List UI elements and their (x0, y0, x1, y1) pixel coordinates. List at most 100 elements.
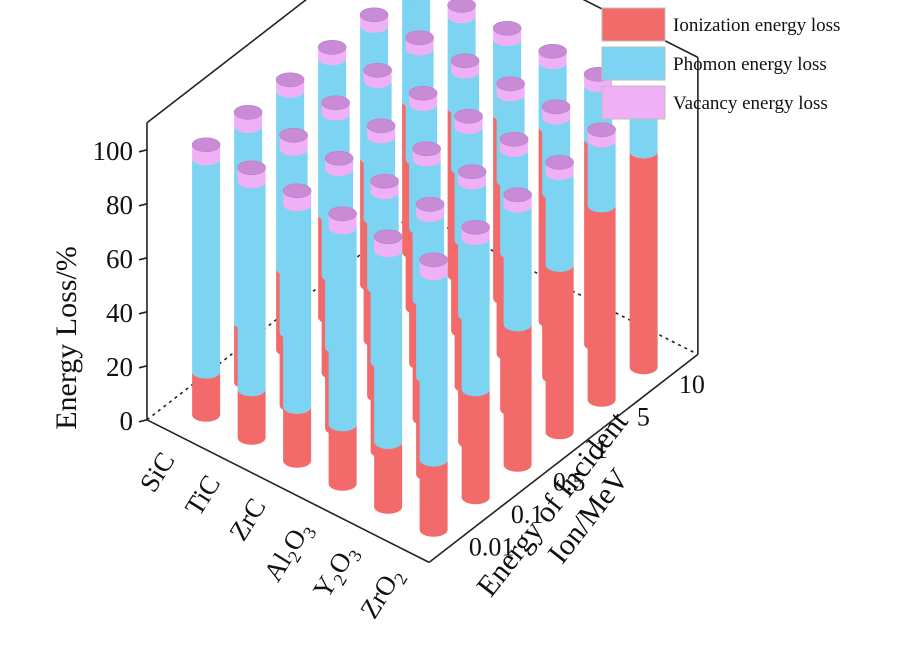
bar-top-cap (282, 183, 312, 199)
bar-segment-vacancy (461, 227, 490, 246)
legend-swatch (601, 46, 666, 81)
bar-segment-phonon (545, 173, 574, 272)
bar-segment-ionization (419, 459, 448, 537)
bar-segment-vacancy (412, 148, 441, 167)
material-label-text: TiC (179, 470, 226, 521)
bar-segment-vacancy (192, 144, 221, 166)
bar-segment-vacancy (276, 79, 305, 98)
bar-segment-phonon (237, 181, 266, 397)
legend: Ionization energy loss Phomon energy loss… (601, 7, 840, 120)
bar-segment-ionization (283, 406, 312, 468)
bar-segment-vacancy (416, 204, 445, 223)
bar-top-cap (279, 127, 308, 143)
bar-top-cap (447, 0, 476, 13)
bar-segment-phonon (328, 227, 357, 432)
bar-top-cap (191, 137, 221, 153)
material-label: Y2O3 (307, 539, 366, 605)
bar-top-cap (317, 39, 347, 55)
bar-top-cap (503, 187, 532, 203)
material-label-text: Al2O3 (257, 516, 320, 589)
y-tick-mark (138, 203, 148, 207)
bar-segment-vacancy (370, 181, 399, 200)
bar-top-cap (412, 141, 441, 157)
bar-segment-vacancy (409, 93, 438, 112)
bar-segment-vacancy (367, 125, 396, 144)
bar-ZrO-0.01 (419, 252, 448, 537)
bar-Al-0.01 (328, 206, 357, 491)
bar-top-cap (275, 72, 305, 88)
material-base: TiC (179, 470, 226, 521)
bar-top-cap (538, 43, 567, 59)
bar-top-cap (499, 131, 529, 147)
legend-swatch (601, 7, 666, 42)
bar-ZrO-1 (545, 154, 574, 440)
material-label: ZrO2 (354, 562, 411, 626)
y-tick-mark (138, 419, 148, 423)
bar-segment-ionization (328, 424, 357, 491)
bar-top-cap (419, 252, 448, 268)
bar-ZrC-0.01 (282, 183, 312, 468)
y-tick-mark (138, 311, 148, 315)
bar-segment-ionization (374, 441, 403, 514)
y-tick-mark (138, 257, 148, 261)
bar-ZrO-0.1 (461, 219, 490, 505)
energy-tick-label: 10 (679, 370, 705, 399)
bar-segment-vacancy (493, 28, 522, 47)
bar-segment-vacancy (363, 70, 392, 89)
top-back-edge (146, 0, 307, 124)
bar-segment-vacancy (321, 102, 350, 121)
bar-segment-ionization (545, 264, 574, 440)
bar-ZrO-10 (629, 89, 658, 375)
bar-top-cap (457, 164, 487, 180)
bar-segment-vacancy (279, 135, 308, 156)
bar-segment-ionization (587, 205, 616, 407)
bar-segment-vacancy (542, 106, 571, 125)
y-tick-label: 0 (119, 406, 133, 436)
material-label-text: SiC (134, 447, 181, 497)
bar-segment-vacancy (360, 14, 389, 33)
material-label-text: ZrO2 (354, 562, 411, 626)
bar-top-cap (496, 76, 525, 92)
y-axis-title: Energy Loss/% (50, 246, 83, 430)
bar-segment-vacancy (318, 47, 347, 66)
bar-segment-vacancy (500, 139, 529, 158)
energy-tick-label: 0.01 (469, 533, 515, 562)
bar-segment-phonon (283, 204, 312, 414)
bar-segment-vacancy (454, 116, 483, 135)
bar-segment-vacancy (237, 167, 266, 189)
bar-segment-vacancy (419, 259, 448, 281)
bar-segment-vacancy (405, 37, 434, 56)
material-label-text: Y2O3 (307, 539, 366, 605)
bar-ZrO-0.5 (503, 187, 532, 472)
bar-top-cap (324, 150, 354, 166)
bar-top-cap (587, 122, 616, 138)
bar-top-cap (415, 196, 445, 212)
bar-segment-phonon (374, 250, 403, 449)
material-label: Al2O3 (257, 516, 320, 589)
bar-segment-vacancy (545, 162, 574, 181)
bar-top-cap (237, 160, 266, 176)
floor-edge-energy (428, 353, 699, 564)
bar-top-cap (328, 206, 357, 222)
bar-segment-phonon (461, 238, 490, 397)
bar-segment-vacancy (451, 60, 480, 79)
bar-segment-phonon (629, 108, 658, 159)
bar-segment-phonon (587, 140, 616, 213)
bars-group (191, 0, 658, 537)
bar-segment-ionization (237, 389, 266, 445)
bar-segment-vacancy (325, 158, 354, 177)
bar-top-cap (545, 154, 574, 170)
bar-Y-0.01 (373, 229, 403, 514)
bar-top-cap (233, 104, 263, 120)
legend-label: Ionization energy loss (673, 15, 840, 36)
bar-top-cap (363, 62, 392, 78)
energy-tick-label: 5 (637, 403, 650, 432)
bar-segment-vacancy (503, 194, 532, 213)
energy-tick-label: 0.1 (511, 500, 544, 529)
floor-edge-materials (146, 419, 430, 564)
bar-top-cap (373, 229, 403, 245)
material-label: ZrC (223, 493, 271, 546)
bar-ZrO-5 (587, 122, 616, 407)
y-tick-label: 100 (92, 136, 133, 166)
bar-top-cap (454, 108, 483, 124)
